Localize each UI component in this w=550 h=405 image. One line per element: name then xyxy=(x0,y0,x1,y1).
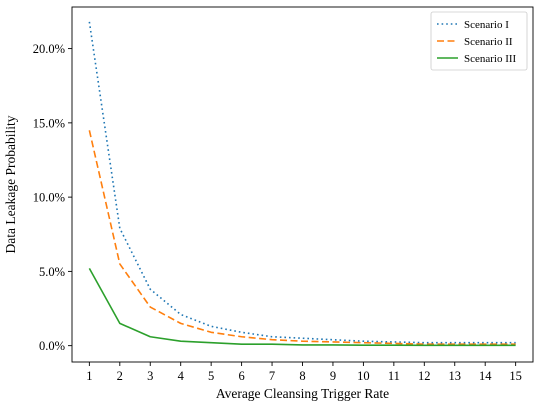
y-tick-label: 15.0% xyxy=(33,116,65,130)
x-axis-label: Average Cleansing Trigger Rate xyxy=(216,386,389,401)
legend-label: Scenario III xyxy=(464,53,517,65)
x-tick-label: 13 xyxy=(448,369,461,383)
x-tick-label: 1 xyxy=(86,369,92,383)
x-tick-label: 3 xyxy=(147,369,153,383)
x-tick-label: 5 xyxy=(208,369,214,383)
series-line-scenario-i xyxy=(88,21,516,344)
legend: Scenario I Scenario II Scenario III xyxy=(430,11,528,71)
series-line-scenario-ii xyxy=(88,130,516,345)
x-tick-label: 4 xyxy=(178,369,185,383)
series-line-scenario-iii xyxy=(88,268,516,347)
y-tick-label: 5.0% xyxy=(39,265,65,279)
legend-label: Scenario I xyxy=(464,19,509,31)
series-layer xyxy=(88,21,516,347)
x-tick-label: 2 xyxy=(117,369,123,383)
legend-label: Scenario II xyxy=(464,36,513,48)
x-axis: 1 2 3 4 5 6 7 8 9 10 11 12 13 14 15 xyxy=(86,362,522,383)
x-tick-label: 14 xyxy=(479,369,492,383)
y-tick-label: 10.0% xyxy=(33,191,65,205)
y-tick-label: 20.0% xyxy=(33,42,65,56)
y-axis-label: Data Leakage Probability xyxy=(3,115,18,253)
x-tick-label: 6 xyxy=(238,369,244,383)
legend-frame xyxy=(430,11,528,71)
x-tick-label: 8 xyxy=(299,369,305,383)
x-tick-label: 9 xyxy=(330,369,336,383)
x-tick-label: 11 xyxy=(388,369,400,383)
y-tick-label: 0.0% xyxy=(39,339,65,353)
x-tick-label: 10 xyxy=(357,369,370,383)
x-tick-label: 12 xyxy=(418,369,431,383)
y-axis: 0.0% 5.0% 10.0% 15.0% 20.0% xyxy=(33,42,72,353)
x-tick-label: 15 xyxy=(509,369,522,383)
x-tick-label: 7 xyxy=(269,369,275,383)
